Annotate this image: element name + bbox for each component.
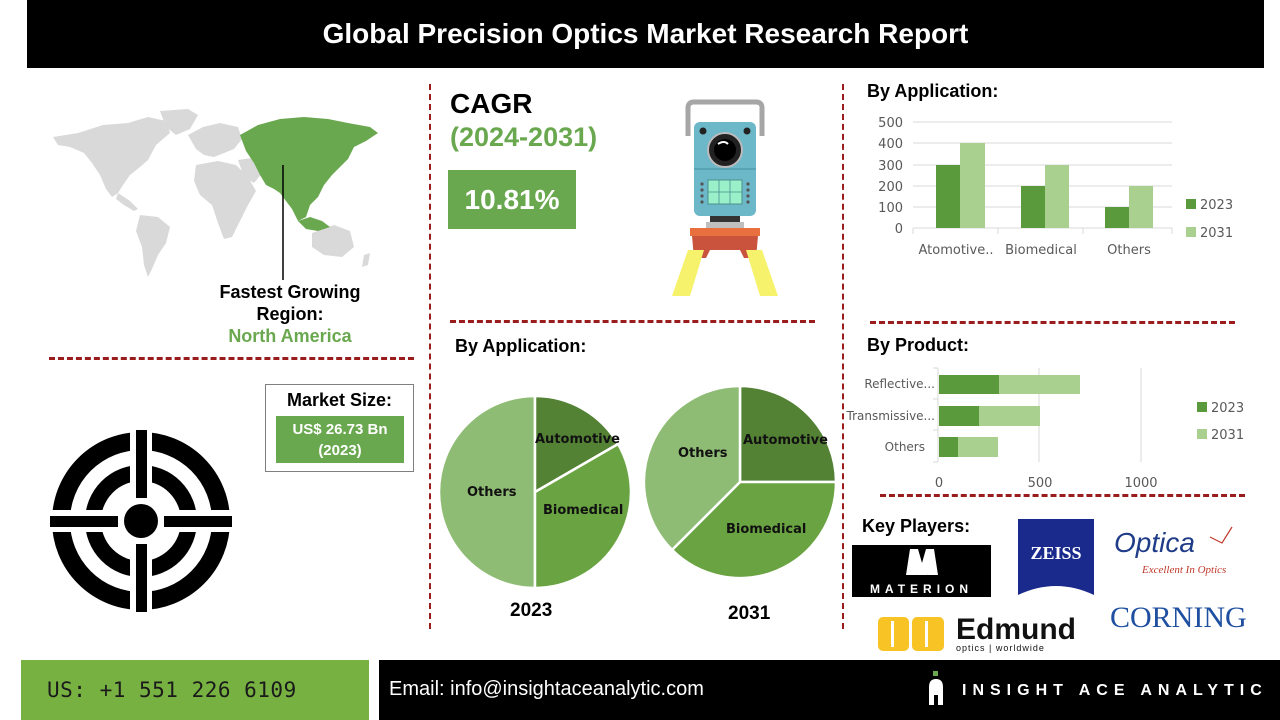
- svg-text:300: 300: [878, 159, 903, 174]
- svg-text:Reflective...: Reflective...: [864, 377, 935, 391]
- zeiss-badge-icon: [1018, 519, 1094, 595]
- svg-text:200: 200: [878, 180, 903, 195]
- region-value: North America: [228, 326, 352, 346]
- optica-tagline: Excellent In Optics: [1142, 564, 1227, 576]
- insight-ace-logo-icon: [929, 671, 943, 705]
- logo-edmund: Edmund optics | worldwide: [878, 613, 1088, 653]
- region-label-line2: Region:: [256, 304, 324, 324]
- vertical-divider-left: [429, 84, 431, 629]
- logo-corning: CORNING: [1110, 601, 1247, 634]
- pie-2023-label-biomedical: Biomedical: [543, 503, 623, 518]
- pie-2023-label-others: Others: [467, 485, 517, 500]
- market-size-amount: US$ 26.73 Bn: [292, 421, 388, 438]
- materion-mark-icon: [906, 549, 938, 575]
- pie-chart-2023: Automotive Biomedical Others: [437, 394, 633, 590]
- brand-name: INSIGHT ACE ANALYTIC: [962, 682, 1268, 699]
- market-size-card: Market Size: US$ 26.73 Bn (2023): [265, 384, 414, 472]
- svg-text:2023: 2023: [1211, 401, 1244, 416]
- cagr-value-badge: 10.81%: [448, 170, 576, 229]
- logo-zeiss: ZEISS: [1018, 519, 1094, 595]
- edmund-wordmark: Edmund: [956, 613, 1076, 646]
- cagr-value: 10.81%: [464, 183, 560, 215]
- svg-text:500: 500: [878, 116, 903, 131]
- zeiss-wordmark: ZEISS: [1030, 543, 1082, 563]
- cagr-title: CAGR: [450, 88, 533, 119]
- footer-email[interactable]: Email: info@insightaceanalytic.com: [389, 678, 704, 700]
- svg-text:100: 100: [878, 201, 903, 216]
- svg-text:2031: 2031: [1200, 226, 1233, 241]
- svg-text:0: 0: [935, 476, 943, 491]
- region-label-line1: Fastest Growing: [219, 282, 361, 302]
- market-size-value: US$ 26.73 Bn (2023): [276, 416, 404, 463]
- optica-wordmark: Optica: [1114, 527, 1195, 558]
- svg-text:2023: 2023: [1200, 198, 1233, 213]
- pie-2031-label-others: Others: [678, 446, 728, 461]
- svg-text:500: 500: [1028, 476, 1053, 491]
- materion-wordmark: MATERION: [869, 582, 974, 596]
- optica-accent-icon: [1209, 526, 1233, 544]
- bar-chart-application: 500 400 300 200 100 0 Atomotive.. Biomed…: [878, 116, 1233, 258]
- svg-text:Others: Others: [885, 440, 925, 454]
- svg-text:Transmissive...: Transmissive...: [846, 409, 936, 423]
- footer-phone: US: +1 551 226 6109: [21, 660, 369, 720]
- logo-materion: MATERION: [852, 545, 991, 597]
- footer-bar: [379, 660, 1280, 720]
- svg-text:Biomedical: Biomedical: [1005, 243, 1077, 258]
- pie-year-2023: 2023: [510, 600, 553, 621]
- edmund-tagline: optics | worldwide: [956, 643, 1045, 653]
- svg-text:1000: 1000: [1124, 476, 1157, 491]
- edmund-mark-icon: [878, 617, 944, 651]
- phone-number[interactable]: US: +1 551 226 6109: [47, 678, 297, 702]
- divider-right-bottom: [880, 494, 1245, 497]
- svg-text:400: 400: [878, 137, 903, 152]
- svg-text:Atomotive..: Atomotive..: [919, 243, 994, 258]
- key-players-title: Key Players:: [862, 516, 971, 536]
- pie-section-title: By Application:: [455, 336, 587, 356]
- logo-optica: Optica Excellent In Optics: [1114, 526, 1244, 579]
- pie-year-2031: 2031: [728, 603, 771, 624]
- fastest-growing-region: Fastest Growing Region: North America: [190, 281, 390, 347]
- svg-text:0: 0: [895, 222, 903, 237]
- pie-2031-label-biomedical: Biomedical: [726, 522, 806, 537]
- divider-left: [49, 357, 414, 360]
- pie-chart-2031: Automotive Biomedical Others: [642, 384, 838, 580]
- world-map: [53, 109, 378, 280]
- report-title: Global Precision Optics Market Research …: [322, 18, 969, 49]
- pie-2023-label-automotive: Automotive: [535, 432, 620, 447]
- report-header: Global Precision Optics Market Research …: [27, 0, 1264, 68]
- cagr-years: (2024-2031): [450, 122, 598, 152]
- pie-2031-label-automotive: Automotive: [743, 433, 828, 448]
- bar-product-title: By Product:: [867, 335, 970, 355]
- market-size-label: Market Size:: [286, 390, 393, 410]
- market-size-year: (2023): [318, 442, 362, 459]
- svg-text:Others: Others: [1107, 243, 1151, 258]
- bar-application-title: By Application:: [867, 81, 999, 101]
- divider-right-top: [870, 321, 1235, 324]
- bar-chart-product: Reflective... Transmissive... Others 0 5…: [846, 367, 1244, 491]
- vertical-divider-right: [842, 84, 844, 629]
- divider-middle: [450, 320, 815, 323]
- target-icon: [50, 430, 232, 612]
- svg-text:2031: 2031: [1211, 428, 1244, 443]
- theodolite-icon: [672, 99, 778, 296]
